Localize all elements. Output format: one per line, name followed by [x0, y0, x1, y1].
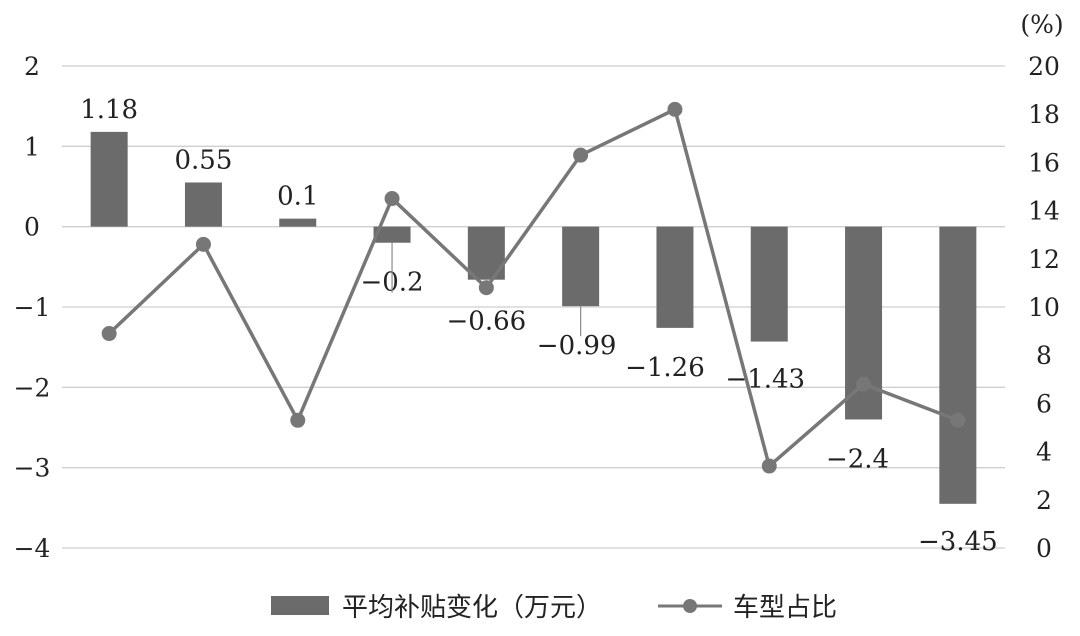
- legend: 平均补贴变化（万元） 车型占比: [271, 593, 837, 623]
- left-axis-tick-label: 1: [24, 132, 40, 161]
- left-axis-tick-label: −2: [14, 373, 51, 402]
- bar: [279, 218, 317, 227]
- bar-data-label: −0.99: [537, 331, 617, 361]
- right-axis-tick-label: 14: [1028, 197, 1060, 226]
- bar: [562, 226, 600, 307]
- line-series: [101, 101, 966, 474]
- left-axis-tick-label: 0: [24, 213, 40, 242]
- right-axis-tick-label: 10: [1028, 293, 1060, 322]
- line-series-path: [107, 107, 959, 468]
- bar: [750, 226, 788, 342]
- bar: [184, 182, 222, 227]
- line-point: [195, 236, 211, 252]
- bar-data-label: 0.1: [277, 182, 318, 212]
- bar-data-label: 0.55: [175, 145, 233, 175]
- left-axis-tick-label: −1: [14, 293, 51, 322]
- right-axis-tick-label: 6: [1036, 389, 1052, 418]
- legend-line-label: 车型占比: [733, 593, 837, 623]
- right-axis-tick-label: 4: [1036, 438, 1052, 467]
- bar: [656, 226, 694, 328]
- legend-line-marker: [683, 599, 697, 613]
- line-point: [101, 326, 117, 342]
- right-axis-tick-label: 0: [1036, 534, 1052, 563]
- line-point: [761, 458, 777, 474]
- right-axis-tick-label: 16: [1028, 148, 1060, 177]
- bar-data-label: −1.43: [725, 365, 805, 395]
- left-axis-tick-label: −4: [14, 534, 51, 563]
- legend-bar-swatch: [271, 596, 329, 615]
- right-axis-tick-label: 12: [1028, 245, 1060, 274]
- left-axis-tick-label: −3: [14, 454, 51, 483]
- right-axis-tick-label: 18: [1028, 100, 1060, 129]
- data-labels: 1.180.550.1−0.2−0.66−0.99−1.26 −1.43−2.4−…: [80, 95, 997, 557]
- bar-data-label: 1.18: [80, 95, 138, 125]
- line-point: [290, 412, 306, 428]
- bar: [939, 226, 977, 504]
- bar: [90, 131, 128, 227]
- right-axis-tick-label: 20: [1028, 52, 1060, 81]
- line-point: [384, 191, 400, 207]
- bar-data-label: −3.45: [918, 527, 998, 557]
- line-point: [573, 147, 589, 163]
- bar-data-label: −2.4: [826, 444, 889, 474]
- legend-bar-label: 平均补贴变化（万元）: [342, 593, 602, 623]
- bar-data-label: −1.26: [625, 353, 705, 383]
- bar: [373, 226, 411, 243]
- left-axis-tick-label: 2: [24, 52, 40, 81]
- right-axis-tick-label: 2: [1036, 486, 1052, 515]
- line-point: [856, 376, 872, 392]
- right-axis-tick-label: 8: [1036, 341, 1052, 370]
- bar-data-label: −0.66: [447, 307, 527, 337]
- right-axis-unit: (%): [1020, 10, 1063, 39]
- line-point: [950, 412, 966, 428]
- line-point: [478, 280, 494, 296]
- left-axis: 2 1 0 −1 −2 −3 −4: [14, 52, 51, 563]
- line-point: [667, 101, 683, 117]
